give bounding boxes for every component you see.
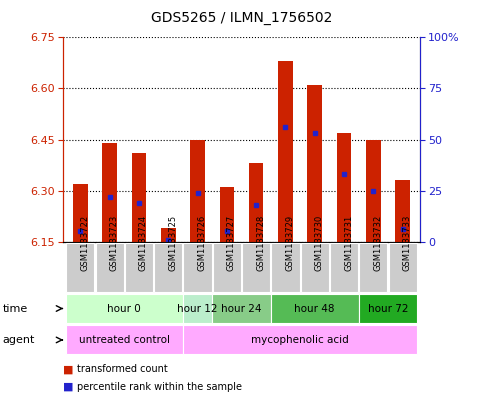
Text: hour 0: hour 0 xyxy=(107,303,141,314)
Text: transformed count: transformed count xyxy=(77,364,168,375)
Bar xyxy=(307,85,322,242)
Text: GSM1133725: GSM1133725 xyxy=(168,215,177,271)
Text: hour 48: hour 48 xyxy=(295,303,335,314)
FancyBboxPatch shape xyxy=(96,243,124,292)
FancyBboxPatch shape xyxy=(301,243,329,292)
Text: percentile rank within the sample: percentile rank within the sample xyxy=(77,382,242,392)
Text: GSM1133727: GSM1133727 xyxy=(227,215,236,271)
Text: time: time xyxy=(2,303,28,314)
Bar xyxy=(337,133,351,242)
Text: GSM1133732: GSM1133732 xyxy=(373,215,383,271)
FancyBboxPatch shape xyxy=(66,325,183,354)
Text: mycophenolic acid: mycophenolic acid xyxy=(251,335,349,345)
Text: hour 72: hour 72 xyxy=(368,303,408,314)
FancyBboxPatch shape xyxy=(125,243,153,292)
Bar xyxy=(366,140,381,242)
Bar xyxy=(278,61,293,242)
Text: GSM1133731: GSM1133731 xyxy=(344,215,353,271)
Text: untreated control: untreated control xyxy=(79,335,170,345)
Text: GSM1133730: GSM1133730 xyxy=(315,215,324,271)
Bar xyxy=(161,228,176,242)
Bar xyxy=(132,153,146,242)
FancyBboxPatch shape xyxy=(242,243,270,292)
FancyBboxPatch shape xyxy=(66,294,183,323)
FancyBboxPatch shape xyxy=(66,243,95,292)
Text: GSM1133728: GSM1133728 xyxy=(256,215,265,271)
FancyBboxPatch shape xyxy=(212,294,271,323)
FancyBboxPatch shape xyxy=(184,243,212,292)
FancyBboxPatch shape xyxy=(183,294,212,323)
FancyBboxPatch shape xyxy=(388,243,417,292)
FancyBboxPatch shape xyxy=(183,325,417,354)
FancyBboxPatch shape xyxy=(271,294,359,323)
Bar xyxy=(220,187,234,242)
FancyBboxPatch shape xyxy=(359,243,387,292)
Bar xyxy=(102,143,117,242)
Bar xyxy=(249,163,263,242)
Text: hour 12: hour 12 xyxy=(177,303,218,314)
FancyBboxPatch shape xyxy=(330,243,358,292)
Bar xyxy=(73,184,88,242)
Text: GSM1133729: GSM1133729 xyxy=(285,215,295,271)
FancyBboxPatch shape xyxy=(213,243,241,292)
FancyBboxPatch shape xyxy=(359,294,417,323)
Text: GSM1133723: GSM1133723 xyxy=(110,215,119,271)
Text: ■: ■ xyxy=(63,364,73,375)
Text: ■: ■ xyxy=(63,382,73,392)
Bar xyxy=(395,180,410,242)
Text: GSM1133733: GSM1133733 xyxy=(403,215,412,272)
Text: GDS5265 / ILMN_1756502: GDS5265 / ILMN_1756502 xyxy=(151,11,332,25)
Text: hour 24: hour 24 xyxy=(221,303,262,314)
FancyBboxPatch shape xyxy=(154,243,182,292)
Text: GSM1133726: GSM1133726 xyxy=(198,215,207,271)
Text: GSM1133722: GSM1133722 xyxy=(80,215,89,271)
Bar xyxy=(190,140,205,242)
Text: agent: agent xyxy=(2,335,35,345)
Text: GSM1133724: GSM1133724 xyxy=(139,215,148,271)
FancyBboxPatch shape xyxy=(271,243,299,292)
